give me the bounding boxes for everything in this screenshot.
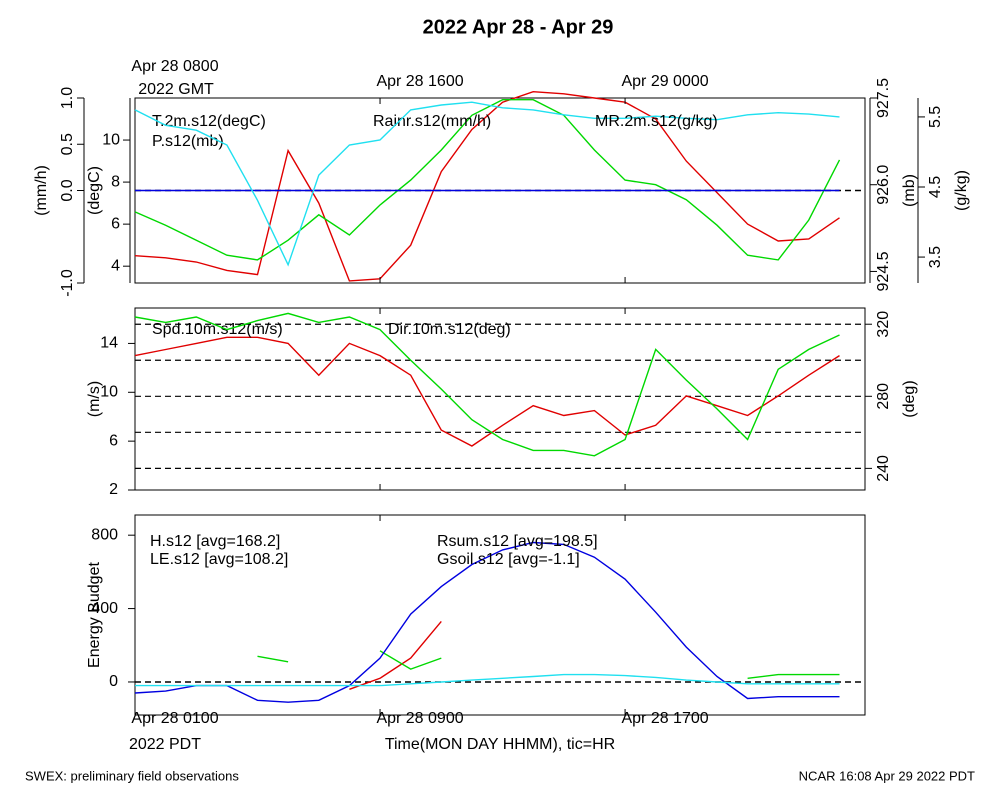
series-line [134, 312, 840, 457]
y-axis-title: (mb) [901, 174, 918, 207]
time-zone: 2022 PDT [129, 736, 201, 753]
plot-frame [134, 514, 866, 716]
series-line [134, 101, 840, 267]
legend-label: Dir.10m.s12(deg) [388, 321, 511, 338]
legend-label: MR.2m.s12(g/kg) [595, 113, 718, 130]
chart-title: 2022 Apr 28 - Apr 29 [423, 16, 614, 38]
y-tick-label: 14 [100, 335, 118, 352]
x-tick-label: Apr 28 1700 [621, 710, 708, 727]
y-axis-title: (m/s) [86, 381, 103, 417]
y-tick-label: 6 [111, 215, 120, 232]
legend-label: H.s12 [avg=168.2] [150, 533, 280, 550]
series-line [134, 99, 841, 261]
series-line [134, 336, 840, 447]
y-tick-label: 0.5 [59, 133, 76, 155]
top-x-tick-label: Apr 29 0000 [621, 73, 708, 90]
top-time-zone: 2022 GMT [138, 81, 214, 98]
footer-left: SWEX: preliminary field observations [25, 768, 239, 783]
series-line [134, 90, 840, 282]
y-tick-label: 1.0 [59, 87, 76, 109]
y-tick-label: 924.5 [875, 251, 892, 291]
y-tick-label: 0.0 [59, 179, 76, 201]
y-tick-label: 3.5 [927, 246, 944, 268]
y-tick-label: 6 [109, 432, 118, 449]
y-tick-label: 320 [875, 311, 892, 338]
y-axis-title: Energy Budget [86, 562, 103, 668]
y-tick-label: 2 [109, 481, 118, 498]
legend-label: Rainr.s12(mm/h) [373, 113, 491, 130]
y-tick-label: 240 [875, 455, 892, 482]
y-axis-title: (g/kg) [953, 170, 970, 211]
y-tick-label: 4 [111, 257, 120, 274]
series-line [134, 541, 840, 703]
y-tick-label: 10 [100, 384, 118, 401]
plot-frame [134, 307, 866, 491]
y-axis-title: (mm/h) [33, 165, 50, 216]
y-axis-title: (deg) [901, 380, 918, 417]
y-tick-label: 10 [102, 131, 120, 148]
legend-label: Rsum.s12 [avg=198.5] [437, 533, 598, 550]
legend-label: Gsoil.s12 [avg=-1.1] [437, 551, 580, 568]
y-tick-label: 280 [875, 383, 892, 410]
legend-label: Spd.10m.s12(m/s) [152, 321, 283, 338]
y-tick-label: 400 [91, 600, 118, 617]
series-line [349, 620, 442, 690]
footer-right: NCAR 16:08 Apr 29 2022 PDT [799, 768, 975, 783]
y-tick-label: -1.0 [59, 269, 76, 297]
y-tick-label: 927.5 [875, 78, 892, 118]
y-tick-label: 4.5 [927, 176, 944, 198]
legend-label: P.s12(mb) [152, 133, 224, 150]
series-line [257, 650, 840, 679]
top-x-tick-label: Apr 28 0800 [131, 58, 218, 75]
y-tick-label: 8 [111, 173, 120, 190]
top-x-tick-label: Apr 28 1600 [376, 73, 463, 90]
y-tick-label: 5.5 [927, 106, 944, 128]
x-axis-title: Time(MON DAY HHMM), tic=HR [385, 736, 615, 753]
y-tick-label: 926.0 [875, 165, 892, 205]
x-tick-label: Apr 28 0900 [376, 710, 463, 727]
y-tick-label: 800 [91, 526, 118, 543]
legend-label: LE.s12 [avg=108.2] [150, 551, 288, 568]
legend-label: T.2m.s12(degC) [152, 113, 266, 130]
y-axis-title: (degC) [86, 166, 103, 215]
series-line [135, 673, 840, 687]
y-tick-label: 0 [109, 673, 118, 690]
x-tick-label: Apr 28 0100 [131, 710, 218, 727]
